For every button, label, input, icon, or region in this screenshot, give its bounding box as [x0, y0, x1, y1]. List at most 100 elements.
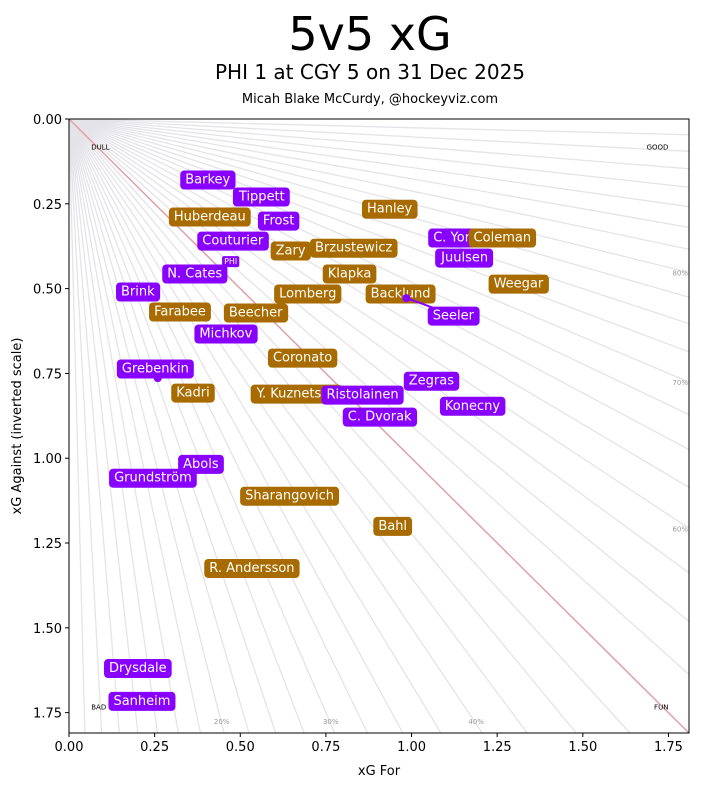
player-label: Backlund	[371, 287, 431, 302]
player-label-box	[250, 384, 343, 404]
corner-label-fun: FUN	[654, 703, 668, 711]
player-mark: Brink	[116, 282, 161, 302]
corner-label-bad: BAD	[91, 703, 106, 711]
player-point	[402, 294, 411, 303]
share-rays: 20% 30% 40% 60% 70% 80% DULL GOOD BAD FUN	[69, 119, 689, 733]
player-mark: Barkey	[180, 170, 236, 190]
axes: 0.00 0.25 0.50 0.75 1.00 1.25 1.50 1.75 0.00 0.25…	[33, 113, 690, 755]
x-tick-label: 0.00	[55, 740, 84, 755]
x-axis-label: xG For	[358, 764, 401, 779]
player-label: Sanheim	[113, 694, 170, 709]
player-mark: Lomberg	[274, 284, 342, 304]
player-label-box	[270, 241, 311, 261]
chart-title: 5v5 xG	[288, 7, 451, 61]
player-label: Kadri	[176, 386, 209, 401]
share-label: 80%	[672, 270, 688, 278]
x-tick-label: 0.50	[226, 740, 255, 755]
player-mark: Farabee	[149, 302, 211, 322]
player-label: Brzustewicz	[315, 241, 393, 256]
x-tick-label: 1.75	[654, 740, 683, 755]
share-ray	[69, 119, 689, 451]
player-label: Beecher	[229, 306, 283, 321]
x-tick-label: 0.75	[311, 740, 340, 755]
player-label: Seeler	[433, 309, 475, 324]
player-mark: Coleman	[468, 228, 537, 248]
player-label: R. Andersson	[209, 561, 294, 576]
player-label: Brink	[121, 284, 155, 299]
player-label: Coleman	[474, 231, 532, 246]
corner-label-dull: DULL	[91, 144, 109, 152]
player-mark: Coronato	[267, 348, 338, 368]
player-label: Tippett	[238, 190, 285, 205]
player-label-box	[361, 199, 418, 219]
player-label-box	[309, 238, 398, 258]
player-label: Couturier	[202, 234, 264, 249]
player-mark: Kadri	[171, 383, 215, 403]
player-label-box	[403, 371, 460, 391]
player-label: Farabee	[154, 305, 206, 320]
player-mark: Sanheim	[108, 691, 176, 711]
player-label-box	[116, 359, 194, 379]
player-label-box	[149, 302, 211, 322]
player-label: Ristolainen	[326, 388, 398, 403]
share-ray	[69, 119, 689, 325]
player-label: Konecny	[445, 399, 500, 414]
x-tick-label: 0.25	[140, 740, 169, 755]
share-label: 40%	[468, 718, 484, 726]
y-axis-label: xG Against (inverted scale)	[10, 338, 25, 515]
share-ray	[69, 119, 103, 733]
player-label: Grebenkin	[122, 361, 189, 376]
player-mark: Sharangovich	[240, 486, 340, 506]
player-label-box	[321, 385, 404, 405]
plot-frame	[68, 118, 690, 734]
y-tick-label: 0.50	[33, 283, 62, 298]
y-tick-label: 1.75	[33, 707, 62, 722]
share-ray	[69, 119, 369, 733]
share-ray	[69, 119, 483, 733]
player-mark: Y. Kuznetsov	[250, 384, 343, 404]
player-label-box	[168, 207, 251, 227]
player-label: Coronato	[273, 351, 332, 366]
player-label-box	[322, 264, 377, 284]
player-label: Barkey	[185, 173, 230, 188]
team-label: PHI	[222, 256, 240, 268]
player-label: Drysdale	[109, 661, 167, 676]
ray-group: 20% 30% 40% 60% 70% 80% DULL GOOD BAD FUN	[69, 119, 689, 733]
share-ray	[69, 119, 689, 416]
player-label-box	[427, 306, 480, 326]
share-ray	[69, 119, 250, 733]
player-label-box	[194, 324, 258, 344]
player-label: Grundström	[114, 471, 192, 486]
player-label-box	[342, 407, 418, 427]
player-label-box	[274, 284, 342, 304]
player-label-box	[232, 187, 290, 207]
share-ray	[69, 119, 689, 152]
player-mark: Klapka	[322, 264, 377, 284]
share-ray	[69, 119, 689, 622]
player-mark: Weegar	[488, 274, 549, 294]
share-ray	[69, 119, 689, 228]
share-ray	[69, 119, 689, 136]
share-ray	[69, 119, 689, 170]
player-label-box	[171, 383, 215, 403]
player-mark: Bahl	[373, 516, 413, 536]
share-label: 30%	[323, 718, 339, 726]
player-mark: Couturier	[197, 231, 269, 251]
y-tick-label: 0.75	[33, 367, 62, 382]
y-tick-label: 1.00	[33, 452, 62, 467]
player-label: C. Dvorak	[348, 410, 412, 425]
player-mark: Beecher	[223, 303, 289, 323]
share-ray	[69, 119, 336, 733]
player-label-box	[488, 274, 549, 294]
player-label-box	[257, 211, 300, 231]
player-marks: PHI Barkey Tippett Huberdeau Frost Couturier H…	[104, 170, 549, 711]
chart-subtitle: PHI 1 at CGY 5 on 31 Dec 2025	[215, 60, 525, 84]
player-label: Huberdeau	[174, 210, 246, 225]
player-label-box	[197, 231, 269, 251]
player-label: Zary	[276, 243, 306, 258]
share-ray	[69, 119, 689, 250]
share-ray	[69, 119, 202, 733]
player-label-box	[204, 558, 300, 578]
player-mark: Grundström	[109, 468, 197, 488]
